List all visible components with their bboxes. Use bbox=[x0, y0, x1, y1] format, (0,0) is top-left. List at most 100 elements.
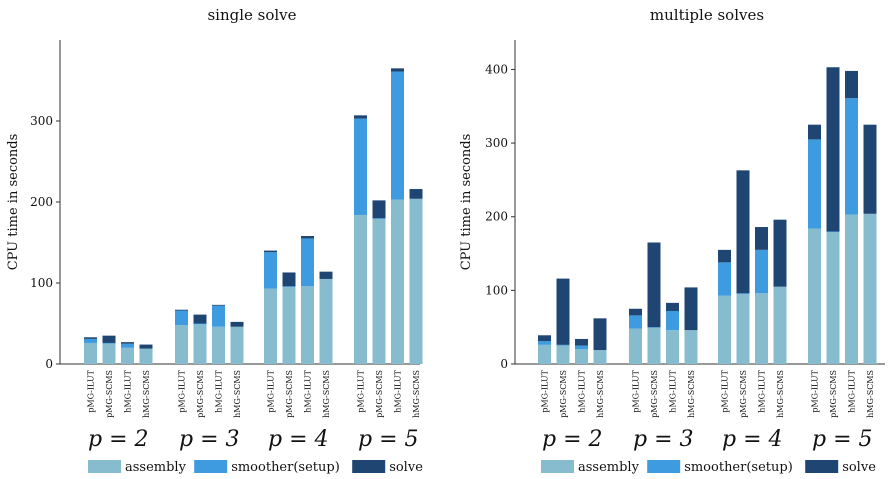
bar-assembly bbox=[718, 295, 731, 364]
bar-solve bbox=[102, 335, 116, 343]
group-label: p = 5 bbox=[812, 427, 873, 452]
bar-solve bbox=[845, 70, 858, 99]
bar-assembly bbox=[282, 287, 296, 364]
bar-solve bbox=[773, 219, 787, 287]
bar-solve bbox=[736, 170, 750, 294]
category-tick-label: hMG-ILUT bbox=[758, 369, 767, 412]
bar-assembly bbox=[666, 330, 679, 364]
legend-swatch bbox=[194, 460, 228, 473]
y-axis-label: CPU time in seconds bbox=[459, 134, 474, 271]
bar-solve bbox=[193, 314, 207, 324]
legend-label: assembly bbox=[578, 460, 640, 475]
bar-assembly bbox=[264, 288, 277, 364]
bar-smoother-setup bbox=[372, 218, 386, 220]
category-tick-label: hMG-SCMS bbox=[596, 370, 605, 418]
bar-assembly bbox=[556, 345, 570, 364]
bar-assembly bbox=[593, 350, 607, 364]
group-label: p = 2 bbox=[88, 427, 149, 452]
chart-2: multiple solves 0 100 200 300 400 CPU time in … bbox=[459, 6, 885, 475]
bar-smoother-setup bbox=[121, 343, 134, 348]
bar-solve bbox=[354, 115, 367, 119]
category-tick-label: hMG-SCMS bbox=[322, 370, 331, 418]
category-tick-label: pMG-SCMS bbox=[650, 370, 659, 418]
legend-label: solve bbox=[842, 460, 876, 475]
bar-solve bbox=[718, 249, 731, 263]
bar-smoother-setup bbox=[666, 310, 679, 331]
bar-assembly bbox=[826, 232, 840, 364]
chart-title: multiple solves bbox=[650, 6, 764, 24]
bar-smoother-setup bbox=[282, 286, 296, 288]
bar-solve bbox=[230, 321, 244, 327]
bar-smoother-setup bbox=[808, 139, 821, 229]
category-tick-label: pMG-SCMS bbox=[196, 370, 205, 418]
y-axis-label: CPU time in seconds bbox=[6, 134, 21, 271]
bar-assembly bbox=[684, 330, 698, 364]
bar-solve bbox=[538, 335, 551, 342]
category-tick-label: pMG-ILUT bbox=[357, 369, 366, 412]
bar-smoother-setup bbox=[84, 338, 97, 343]
legend-label: assembly bbox=[125, 460, 187, 475]
bar-solve bbox=[826, 67, 840, 232]
bar-assembly bbox=[139, 348, 153, 364]
y-tick-label: 200 bbox=[30, 195, 53, 209]
category-tick-label: hMG-ILUT bbox=[578, 369, 587, 412]
y-tick-label: 100 bbox=[485, 283, 508, 297]
bar-assembly bbox=[301, 286, 314, 364]
bar-solve bbox=[391, 68, 404, 72]
group-label: p = 3 bbox=[633, 427, 694, 452]
chart-1: single solve 0 100 200 300 CPU time in second… bbox=[6, 6, 423, 475]
bar-assembly bbox=[193, 324, 207, 364]
y-tick-label: 0 bbox=[500, 357, 508, 371]
legend-label: smoother(setup) bbox=[684, 460, 793, 475]
bar-smoother-setup bbox=[354, 118, 367, 215]
bar-smoother-setup bbox=[647, 327, 661, 328]
group-label: p = 3 bbox=[179, 427, 240, 452]
category-tick-label: hMG-SCMS bbox=[866, 370, 875, 418]
category-tick-label: hMG-SCMS bbox=[142, 370, 151, 418]
bar-solve bbox=[666, 302, 679, 311]
bar-smoother-setup bbox=[556, 344, 570, 346]
bar-solve bbox=[684, 287, 698, 331]
legend-swatch bbox=[88, 460, 121, 473]
bar-assembly bbox=[755, 293, 768, 364]
category-tick-label: hMG-ILUT bbox=[215, 369, 224, 412]
category-tick-label: pMG-SCMS bbox=[285, 370, 294, 418]
category-tick-label: hMG-SCMS bbox=[412, 370, 421, 418]
bar-solve bbox=[139, 344, 153, 349]
category-tick-label: pMG-SCMS bbox=[375, 370, 384, 418]
bar-solve bbox=[409, 189, 423, 199]
chart-title: single solve bbox=[207, 6, 296, 24]
bar-smoother-setup bbox=[755, 249, 768, 294]
bar-assembly bbox=[808, 228, 821, 364]
group-label: p = 4 bbox=[722, 427, 783, 452]
category-tick-label: pMG-ILUT bbox=[178, 369, 187, 412]
bar-solve bbox=[575, 338, 588, 346]
group-label: p = 5 bbox=[358, 427, 419, 452]
category-tick-label: pMG-ILUT bbox=[811, 369, 820, 412]
group-label: p = 4 bbox=[268, 427, 329, 452]
bar-assembly bbox=[121, 347, 134, 364]
bar-solve bbox=[755, 227, 768, 250]
bar-smoother-setup bbox=[102, 342, 116, 344]
category-tick-label: hMG-SCMS bbox=[687, 370, 696, 418]
bar-assembly bbox=[538, 344, 551, 364]
bar-assembly bbox=[863, 213, 877, 364]
legend-swatch bbox=[541, 460, 574, 473]
legend-swatch bbox=[352, 460, 386, 473]
bar-assembly bbox=[84, 342, 97, 364]
legend-swatch bbox=[647, 460, 681, 473]
bar-assembly bbox=[102, 343, 116, 364]
bar-assembly bbox=[736, 294, 750, 364]
y-tick-label: 400 bbox=[485, 62, 508, 76]
bar-assembly bbox=[354, 214, 367, 364]
bar-solve bbox=[84, 337, 97, 339]
category-tick-label: hMG-ILUT bbox=[669, 369, 678, 412]
bar-smoother-setup bbox=[575, 345, 588, 350]
bar-solve bbox=[647, 242, 661, 328]
category-tick-label: hMG-SCMS bbox=[776, 370, 785, 418]
y-tick-label: 300 bbox=[485, 136, 508, 150]
legend-swatch bbox=[805, 460, 839, 473]
bar-smoother-setup bbox=[845, 98, 858, 215]
bar-solve bbox=[556, 278, 570, 345]
y-tick-label: 200 bbox=[485, 210, 508, 224]
